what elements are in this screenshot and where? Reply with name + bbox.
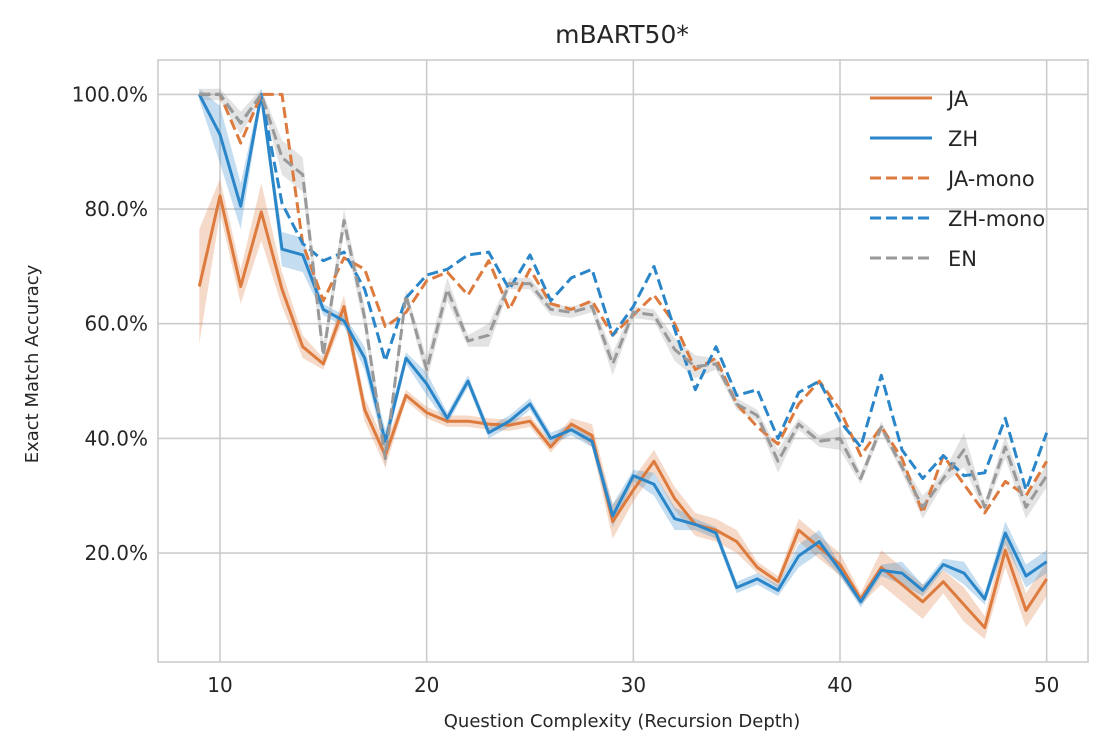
series-line-zh (197, 92, 1048, 604)
band-ja (199, 178, 1047, 640)
plot-frame (157, 59, 1089, 663)
x-tick-label: 10 (207, 673, 232, 697)
legend-label-en: EN (948, 247, 977, 271)
chart-title: mBART50* (555, 20, 689, 49)
legend: JA ZH JA-mono ZH-mono EN (870, 87, 1045, 271)
x-tick-label: 40 (827, 673, 852, 697)
y-tick-label: 60.0% (84, 312, 148, 336)
legend-label-ja-mono: JA-mono (946, 167, 1035, 191)
series-line-ja (197, 194, 1048, 630)
legend-label-zh: ZH (948, 127, 978, 151)
y-tick-label: 40.0% (84, 426, 148, 450)
x-axis-label: Question Complexity (Recursion Depth) (444, 711, 800, 732)
y-tick-label: 100.0% (72, 82, 148, 106)
y-tick-labels: 20.0% 40.0% 60.0% 80.0% 100.0% (72, 82, 148, 565)
x-tick-label: 50 (1034, 673, 1059, 697)
series-line-ja-mono (199, 92, 1048, 515)
grid (158, 60, 1088, 662)
x-tick-label: 30 (621, 673, 646, 697)
series-line-zh-mono (199, 92, 1049, 492)
y-axis-label: Exact Match Accuracy (22, 264, 43, 463)
y-tick-label: 20.0% (84, 541, 148, 565)
x-tick-label: 20 (414, 673, 439, 697)
series-line-en (199, 92, 1048, 509)
legend-label-ja: JA (946, 87, 969, 111)
x-tick-labels: 10 20 30 40 50 (207, 673, 1059, 697)
y-tick-label: 80.0% (84, 197, 148, 221)
series-lines (197, 92, 1049, 630)
legend-label-zh-mono: ZH-mono (948, 207, 1045, 231)
